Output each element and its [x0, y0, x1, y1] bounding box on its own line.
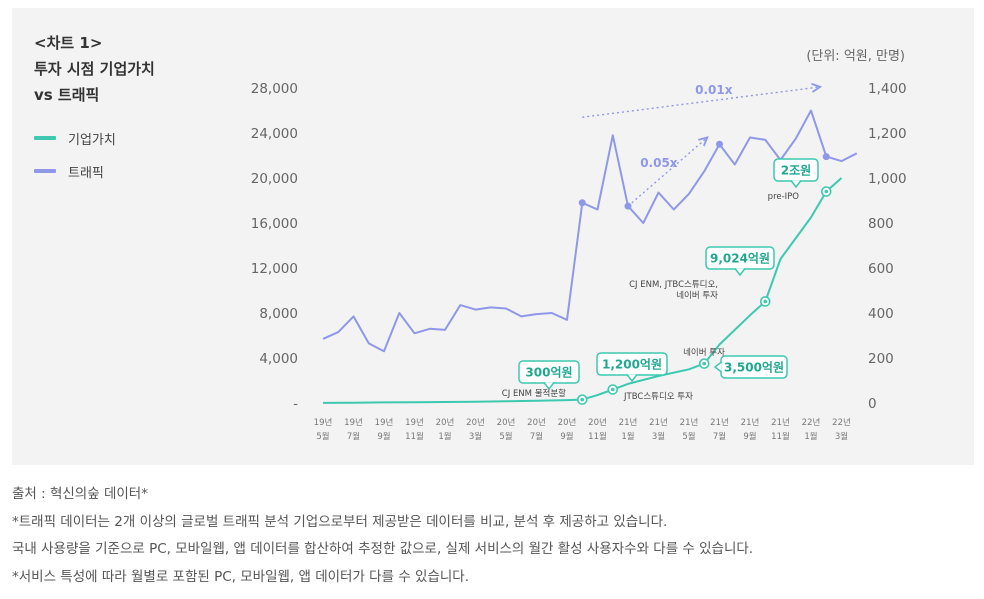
- x-axis-tick-month: 7월: [713, 431, 726, 442]
- x-axis-tick-year: 21년: [619, 417, 638, 428]
- left-axis-tick: -: [293, 396, 298, 412]
- x-axis-tick-year: 20년: [558, 417, 577, 428]
- x-axis-tick-month: 3월: [652, 431, 665, 442]
- title-line-2: 투자 시점 기업가치: [34, 60, 155, 78]
- annotation-label: 1,200억원: [602, 358, 662, 372]
- legend-swatch-valuation: [34, 136, 56, 140]
- left-axis-tick: 24,000: [251, 126, 298, 142]
- right-axis-tick: 0: [868, 396, 877, 412]
- x-axis-tick-month: 9월: [377, 431, 390, 442]
- chart-legend: 기업가치 트래픽: [34, 128, 116, 194]
- right-axis-tick: 200: [868, 351, 894, 367]
- legend-label-traffic: 트래픽: [68, 165, 104, 181]
- annotation-note: 네이버 투자: [676, 290, 718, 301]
- x-axis-tick-month: 5월: [682, 431, 695, 442]
- annotation-note: JTBC스튜디오 투자: [623, 392, 693, 402]
- legend-item-valuation: 기업가치: [34, 128, 116, 148]
- right-axis-tick: 600: [868, 261, 894, 277]
- right-axis-tick: 1,400: [868, 81, 907, 97]
- x-axis-tick-month: 3월: [469, 431, 482, 442]
- left-axis-tick: 8,000: [259, 306, 298, 322]
- annotation-pointer: [713, 361, 722, 373]
- right-axis-tick: 800: [868, 216, 894, 232]
- chart-title: <차트 1> 투자 시점 기업가치 vs 트래픽: [34, 30, 155, 108]
- left-axis-tick: 12,000: [251, 261, 298, 277]
- x-axis-tick-month: 5월: [316, 431, 329, 442]
- x-axis-tick-month: 11월: [588, 431, 607, 442]
- x-axis-tick-month: 1월: [621, 431, 634, 442]
- x-axis-tick-year: 20년: [466, 417, 485, 428]
- x-axis-tick-year: 19년: [314, 417, 333, 428]
- x-axis-tick-year: 21년: [771, 417, 790, 428]
- x-axis-tick-month: 7월: [347, 431, 360, 442]
- note-line-2: 국내 사용량을 기준으로 PC, 모바일웹, 앱 데이터를 합산하여 추정한 값…: [12, 541, 754, 557]
- series-line-traffic: [322, 109, 858, 353]
- traffic-marker: [822, 153, 830, 161]
- x-axis-tick-month: 11월: [405, 431, 424, 442]
- x-axis-tick-year: 20년: [497, 417, 516, 428]
- legend-item-traffic: 트래픽: [34, 161, 116, 181]
- x-axis-tick-year: 21년: [680, 417, 699, 428]
- note-source: 출처 : 혁신의숲 데이터*: [12, 486, 148, 502]
- legend-swatch-traffic: [34, 169, 56, 173]
- left-axis-tick: 4,000: [259, 351, 298, 367]
- x-axis-tick-year: 20년: [588, 417, 607, 428]
- note-line-3: *서비스 특성에 따라 월별로 포함된 PC, 모바일웹, 앱 데이터가 다를 …: [12, 568, 469, 585]
- x-axis-tick-year: 19년: [405, 417, 424, 428]
- growth-label-1: 0.05x: [640, 156, 678, 170]
- valuation-marker-dot: [702, 361, 707, 366]
- x-axis-tick-year: 19년: [375, 417, 394, 428]
- growth-label-2: 0.01x: [695, 83, 733, 97]
- annotation-note: CJ ENM, JTBC스튜디오,: [629, 280, 718, 290]
- note-line-1: *트래픽 데이터는 2개 이상의 글로벌 트래픽 분석 기업으로부터 제공받은 …: [12, 513, 668, 530]
- x-axis-tick-month: 1월: [804, 431, 817, 442]
- x-axis-tick-year: 21년: [710, 417, 729, 428]
- unit-label: (단위: 억원, 만명): [806, 49, 905, 64]
- annotation-label: 9,024억원: [710, 252, 770, 266]
- title-line-1: <차트 1>: [34, 34, 103, 52]
- valuation-marker-dot: [610, 387, 615, 392]
- traffic-marker: [716, 140, 723, 148]
- annotation-label: 3,500억원: [724, 361, 784, 375]
- chart-notes: 출처 : 혁신의숲 데이터* *트래픽 데이터는 2개 이상의 글로벌 트래픽 …: [12, 481, 753, 591]
- right-axis-tick: 1,200: [868, 126, 907, 142]
- valuation-marker-dot: [824, 189, 829, 194]
- x-axis-tick-year: 22년: [802, 417, 821, 428]
- traffic-marker: [578, 199, 586, 207]
- x-axis-tick-year: 20년: [527, 417, 546, 428]
- annotation-label: 300억원: [525, 366, 572, 380]
- right-axis-tick: 400: [868, 306, 894, 322]
- x-axis-tick-month: 5월: [499, 431, 512, 442]
- right-axis-tick: 1,000: [868, 171, 907, 187]
- annotation-note: CJ ENM 물적분할: [502, 388, 566, 399]
- x-axis-tick-year: 22년: [832, 417, 851, 428]
- annotation-pointer: [734, 268, 746, 277]
- x-axis-tick-year: 21년: [741, 417, 760, 428]
- x-axis-tick-year: 19년: [344, 417, 363, 428]
- annotation-label: 2조원: [781, 164, 811, 178]
- annotation-note: pre-IPO: [768, 192, 800, 202]
- x-axis-tick-month: 3월: [835, 431, 848, 442]
- x-axis-tick-month: 7월: [530, 431, 543, 442]
- x-axis-tick-month: 9월: [743, 431, 756, 442]
- left-axis-tick: 16,000: [251, 216, 298, 232]
- left-axis-tick: 28,000: [251, 81, 298, 97]
- valuation-marker-dot: [580, 397, 585, 402]
- legend-label-valuation: 기업가치: [68, 132, 116, 148]
- x-axis-tick-month: 1월: [438, 431, 451, 442]
- annotation-pointer: [626, 374, 638, 383]
- valuation-marker-dot: [763, 299, 768, 304]
- x-axis-tick-year: 20년: [436, 417, 455, 428]
- annotation-note: 네이버 투자: [683, 347, 725, 358]
- x-axis-tick-year: 21년: [649, 417, 668, 428]
- growth-arrow-1: [627, 138, 707, 207]
- annotation-pointer: [790, 180, 802, 189]
- annotation-pointer: [543, 382, 555, 391]
- title-line-3: vs 트래픽: [34, 86, 100, 104]
- left-axis-tick: 20,000: [251, 171, 298, 187]
- x-axis-tick-month: 11월: [771, 431, 790, 442]
- x-axis-tick-month: 9월: [560, 431, 573, 442]
